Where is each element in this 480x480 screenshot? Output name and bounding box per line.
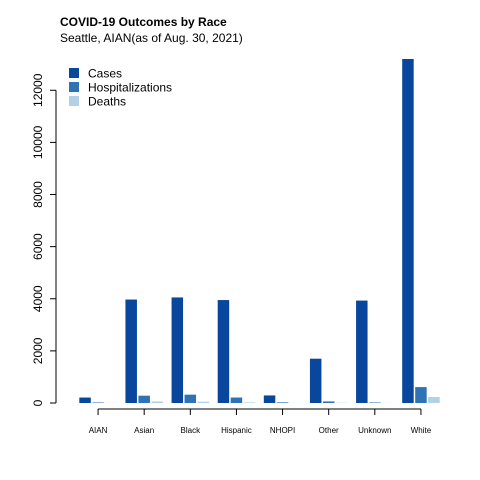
bar-hospitalizations-unknown — [369, 402, 381, 403]
bar-deaths-black — [197, 401, 210, 403]
y-tick-label: 10000 — [31, 125, 45, 159]
legend-swatch-hospitalizations — [69, 82, 79, 92]
x-axis: AIAN Asian Black Hispanic NHOPI Other Unknown W… — [89, 408, 432, 435]
bars-group — [79, 59, 440, 403]
x-tick-label-black: Black — [181, 426, 202, 435]
bar-deaths-asian — [151, 401, 163, 403]
bar-hospitalizations-black — [184, 394, 197, 403]
bar-cases-white — [402, 59, 414, 403]
bar-hospitalizations-hispanic — [230, 397, 243, 403]
bar-cases-black — [171, 297, 184, 403]
bar-hospitalizations-asian — [138, 395, 150, 403]
bar-cases-hispanic — [217, 300, 230, 403]
legend-label-hospitalizations: Hospitalizations — [88, 81, 172, 95]
bar-hospitalizations-other — [322, 401, 335, 403]
chart-title: COVID-19 Outcomes by Race — [60, 15, 227, 29]
bar-cases-other — [309, 358, 322, 403]
legend-label-deaths: Deaths — [88, 95, 126, 109]
chart-subtitle: Seattle, AIAN(as of Aug. 30, 2021) — [60, 31, 243, 45]
bar-deaths-white — [428, 397, 440, 403]
bar-cases-unknown — [356, 300, 368, 403]
x-tick-label-nhopi: NHOPI — [270, 426, 295, 435]
legend-swatch-deaths — [69, 96, 79, 106]
bar-deaths-hispanic — [243, 402, 256, 403]
y-tick-label: 12000 — [31, 73, 45, 107]
bar-hospitalizations-white — [415, 387, 427, 403]
x-tick-label-hispanic: Hispanic — [221, 426, 252, 435]
bar-cases-aian — [79, 397, 91, 403]
x-tick-label-aian: AIAN — [89, 426, 108, 435]
bar-cases-asian — [125, 299, 137, 403]
legend-label-cases: Cases — [88, 67, 122, 81]
x-tick-label-asian: Asian — [134, 426, 154, 435]
y-tick-label: 6000 — [31, 233, 45, 260]
y-tick-label: 4000 — [31, 285, 45, 312]
bar-hospitalizations-aian — [92, 402, 104, 403]
y-tick-label: 8000 — [31, 181, 45, 208]
legend-swatch-cases — [69, 68, 79, 78]
bar-hospitalizations-nhopi — [276, 402, 289, 403]
x-tick-label-white: White — [411, 426, 432, 435]
y-tick-label: 0 — [31, 399, 45, 406]
bar-cases-nhopi — [263, 395, 276, 403]
y-tick-label: 2000 — [31, 337, 45, 364]
x-tick-label-other: Other — [319, 426, 339, 435]
x-tick-label-unknown: Unknown — [358, 426, 391, 435]
y-axis: 0 2000 4000 6000 8000 10000 12000 — [31, 73, 57, 406]
